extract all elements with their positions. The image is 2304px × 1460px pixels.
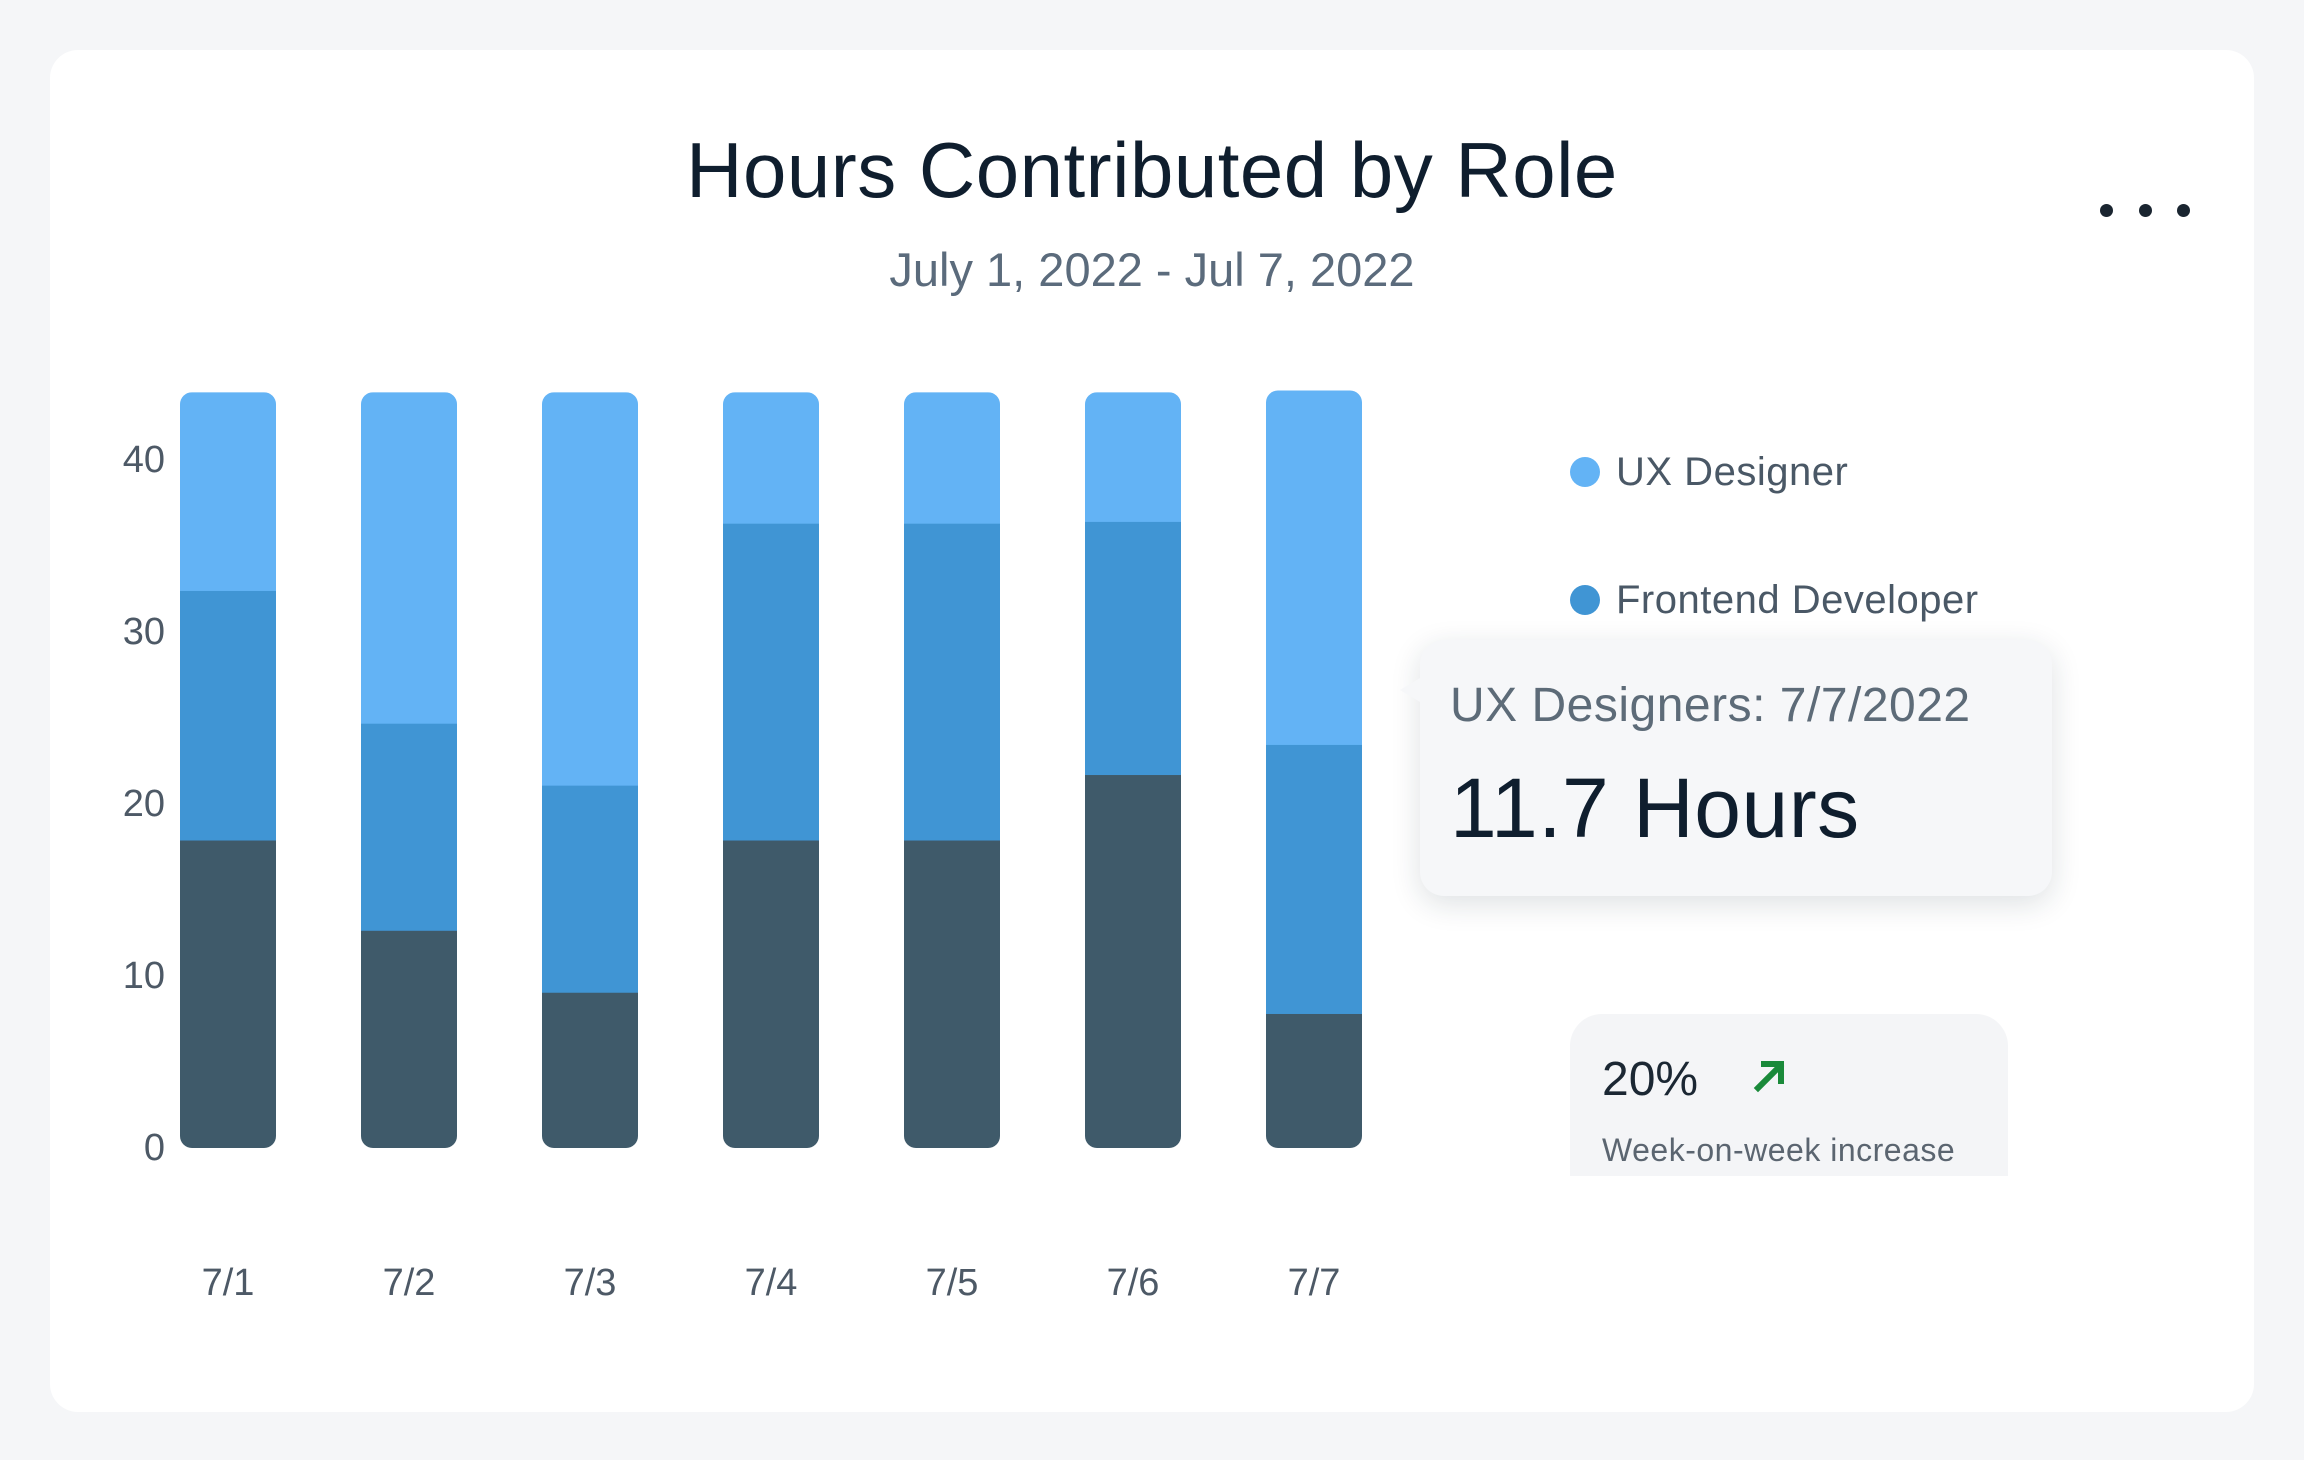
bar-stack-7-6[interactable] [1085,392,1181,1148]
tooltip-label: UX Designers: 7/7/2022 [1450,679,1971,732]
kpi-label: Week-on-week increase [1602,1132,1956,1168]
more-options-button[interactable] [2100,180,2200,240]
bar-segment-ux-designer[interactable] [723,392,819,524]
y-tick-label: 30 [123,611,165,653]
bar-segment-bottom-role[interactable] [723,840,819,1148]
bar-stack-7-3[interactable] [542,392,638,1148]
y-tick-label: 40 [123,439,165,481]
legend-label: Frontend Developer [1616,577,1979,622]
bar-tooltip: UX Designers: 7/7/2022 11.7 Hours [1400,640,2052,896]
y-tick-label: 10 [123,955,165,997]
bar-segment-bottom-role[interactable] [542,992,638,1148]
bar-segment-frontend-developer[interactable] [1266,744,1362,1014]
bar-segment-ux-designer[interactable] [180,392,276,591]
bar-segment-frontend-developer[interactable] [904,523,1000,841]
bar-segment-frontend-developer[interactable] [1085,521,1181,776]
legend-dot-icon [1570,457,1600,487]
bar-segment-frontend-developer[interactable] [180,590,276,841]
y-tick-label: 0 [144,1127,165,1169]
x-tick-label: 7/4 [745,1262,798,1304]
x-tick-label: 7/5 [926,1262,979,1304]
bar-segment-frontend-developer[interactable] [542,785,638,993]
more-horizontal-icon [2100,180,2190,240]
chart-title: Hours Contributed by Role [686,126,1618,214]
chart-legend: UX Designer Frontend Developer [1570,450,1979,706]
bar-segment-bottom-role[interactable] [1266,1013,1362,1148]
kpi-card: 20% Week-on-week increase [1570,1014,2008,1176]
bar-segment-frontend-developer[interactable] [723,523,819,841]
bar-segment-ux-designer[interactable] [904,392,1000,524]
bar-stack-7-1[interactable] [180,392,276,1148]
bar-segment-ux-designer[interactable] [361,392,457,724]
bar-stack-7-4[interactable] [723,392,819,1148]
bar-segment-bottom-role[interactable] [1085,774,1181,1149]
tooltip-value: 11.7 Hours [1450,761,1860,855]
legend-dot-icon [1570,585,1600,615]
x-tick-label: 7/3 [564,1262,617,1304]
bar-segment-ux-designer[interactable] [542,392,638,786]
bar-segment-bottom-role[interactable] [361,930,457,1148]
kpi-value: 20% [1602,1053,1699,1106]
bar-segment-ux-designer[interactable] [1085,392,1181,522]
bar-segment-bottom-role[interactable] [180,840,276,1148]
chart-date-range: July 1, 2022 - Jul 7, 2022 [889,243,1415,296]
chart-card: Hours Contributed by Role July 1, 2022 -… [50,50,2254,1412]
bar-segment-bottom-role[interactable] [904,840,1000,1148]
bar-segment-frontend-developer[interactable] [361,723,457,931]
legend-item-frontend-developer[interactable]: Frontend Developer [1570,578,1979,622]
x-tick-label: 7/6 [1107,1262,1160,1304]
stacked-bar-chart: 0 10 20 30 40 7/1 7/2 7/3 7/4 7/5 7/6 7/7 [123,390,1362,1304]
x-tick-label: 7/7 [1288,1262,1341,1304]
bar-stack-7-2[interactable] [361,392,457,1148]
x-tick-label: 7/1 [202,1262,255,1304]
legend-label: UX Designer [1616,449,1849,494]
arrow-up-right-icon [1753,1061,1785,1093]
bar-stack-7-5[interactable] [904,392,1000,1148]
legend-item-ux-designer[interactable]: UX Designer [1570,450,1979,494]
bar-segment-ux-designer[interactable] [1266,390,1362,745]
y-tick-label: 20 [123,783,165,825]
x-tick-label: 7/2 [383,1262,436,1304]
bar-stack-7-7[interactable] [1266,390,1362,1148]
